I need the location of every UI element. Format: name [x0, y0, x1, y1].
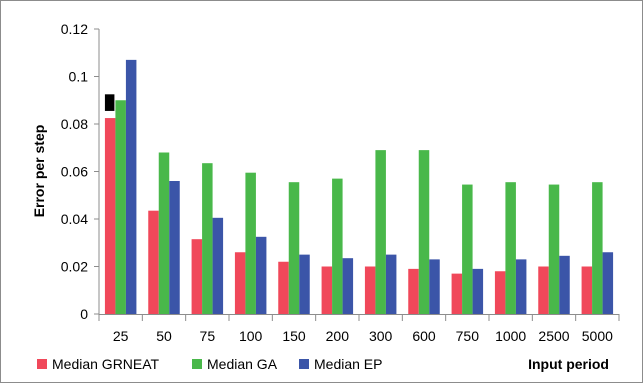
bar-ep [342, 258, 354, 314]
bar-grneat [451, 273, 463, 314]
y-tick-label: 0 [80, 306, 88, 322]
bar-grneat [148, 210, 159, 314]
annotation-markers [104, 94, 115, 111]
y-tick-label: 0.12 [61, 21, 88, 37]
bars [104, 59, 614, 314]
bar-ga [505, 182, 516, 314]
x-tick-labels: 25 50 75 100 150 200 300 600 750 1000 2500 5000 [113, 328, 613, 344]
bar-grneat [191, 239, 203, 314]
x-tick-label: 750 [456, 328, 480, 344]
x-tick-label: 100 [239, 328, 263, 344]
y-tick-labels: 0 0.02 0.04 0.06 0.08 0.1 0.12 [61, 21, 88, 322]
legend-swatch-grneat [37, 359, 47, 369]
bar-ep [515, 259, 527, 314]
bar-ga [418, 150, 430, 314]
bar-grneat [581, 266, 593, 314]
legend: Median GRNEAT Median GA Median EP [37, 356, 382, 372]
x-tick-label: 300 [369, 328, 393, 344]
bar-ga [592, 182, 603, 314]
x-tick-label: 5000 [582, 328, 613, 344]
legend-label-ga: Median GA [207, 356, 278, 372]
y-tick-label: 0.08 [61, 116, 88, 132]
bar-ga [375, 150, 386, 314]
bar-grneat [494, 271, 506, 314]
x-tick-label: 200 [326, 328, 350, 344]
x-tick-label: 75 [200, 328, 216, 344]
bar-ep [125, 59, 137, 314]
x-tick-label: 50 [156, 328, 172, 344]
bar-ga [158, 152, 170, 314]
x-tick-marks [98, 314, 620, 321]
bar-grneat [321, 266, 333, 314]
bar-ep [212, 217, 224, 314]
bar-grneat [364, 266, 376, 314]
y-tick-label: 0.06 [61, 164, 88, 180]
legend-label-ep: Median EP [314, 356, 382, 372]
bar-ga [462, 184, 473, 314]
bar-ep [385, 254, 397, 314]
y-tick-label: 0.02 [61, 259, 88, 275]
legend-swatch-ep [299, 359, 309, 369]
bar-ep [602, 252, 614, 314]
black-marker [104, 94, 115, 111]
y-axis-title: Error per step [31, 125, 47, 218]
bar-grneat [234, 252, 246, 314]
bar-ga [202, 163, 213, 314]
bar-ep [429, 259, 440, 314]
bar-grneat [278, 261, 289, 314]
bar-ga [332, 178, 343, 314]
legend-swatch-ga [192, 359, 202, 369]
bar-ga [115, 100, 126, 314]
bar-ep [255, 236, 267, 314]
y-tick-marks [94, 28, 99, 315]
x-tick-label: 2500 [538, 328, 569, 344]
y-tick-label: 0.1 [69, 69, 89, 85]
x-tick-label: 25 [113, 328, 129, 344]
x-tick-label: 600 [412, 328, 436, 344]
bar-ep [472, 268, 484, 314]
bar-grneat [408, 268, 419, 314]
bar-ga [548, 184, 560, 314]
bar-grneat [104, 118, 116, 314]
legend-label-grneat: Median GRNEAT [52, 356, 160, 372]
x-tick-label: 150 [282, 328, 306, 344]
x-axis-title: Input period [528, 356, 609, 372]
bar-ep [169, 181, 180, 314]
y-tick-label: 0.04 [61, 211, 88, 227]
bar-ep [559, 255, 570, 314]
bar-ga [245, 172, 256, 314]
bar-ep [299, 254, 310, 314]
x-tick-label: 1000 [495, 328, 526, 344]
bar-ga [288, 182, 300, 314]
bar-grneat [538, 266, 549, 314]
